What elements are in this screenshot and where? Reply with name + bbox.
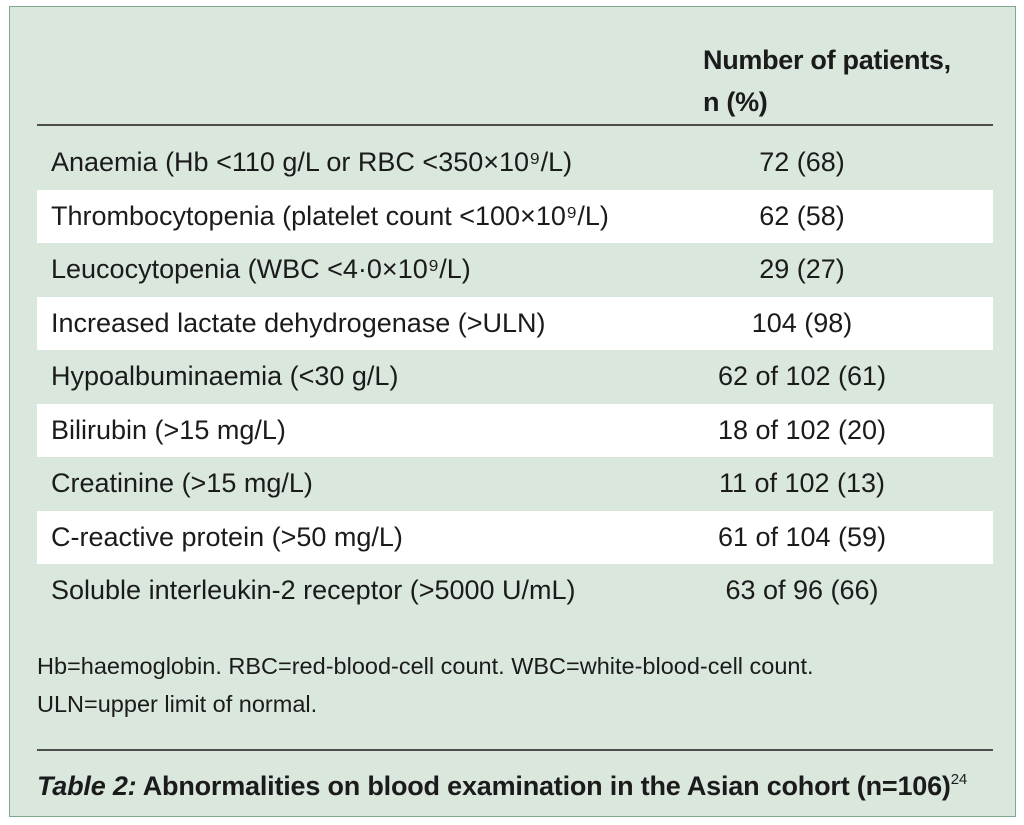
table-caption: Table 2: Abnormalities on blood examinat… [37, 760, 967, 806]
table-row: Bilirubin (>15 mg/L) 18 of 102 (20) [37, 403, 993, 457]
table-row: Soluble interleukin-2 receptor (>5000 U/… [37, 564, 993, 618]
table-row: Increased lactate dehydrogenase (>ULN) 1… [37, 296, 993, 350]
table-row: Hypoalbuminaemia (<30 g/L) 62 of 102 (61… [37, 350, 993, 404]
row-label: Soluble interleukin-2 receptor (>5000 U/… [51, 575, 576, 605]
table-row: Anaemia (Hb <110 g/L or RBC <350×10⁹/L) … [37, 136, 993, 190]
row-value: 61 of 104 (59) [717, 521, 887, 552]
row-value: 104 (98) [751, 307, 853, 338]
footnote-line1: Hb=haemoglobin. RBC=red-blood-cell count… [37, 653, 814, 679]
row-value: 18 of 102 (20) [717, 414, 887, 445]
row-value: 62 (58) [759, 200, 845, 231]
table-row: Creatinine (>15 mg/L) 11 of 102 (13) [37, 457, 993, 511]
row-label: Creatinine (>15 mg/L) [51, 468, 313, 498]
header-rule [37, 124, 993, 126]
table-row: Thrombocytopenia (platelet count <100×10… [37, 189, 993, 243]
column-header-line1: Number of patients, [703, 45, 951, 75]
table-body: Anaemia (Hb <110 g/L or RBC <350×10⁹/L) … [37, 136, 993, 618]
row-label: Bilirubin (>15 mg/L) [51, 414, 286, 445]
table-panel: Number of patients, n (%) Anaemia (Hb <1… [9, 6, 1016, 817]
column-header: Number of patients, n (%) [703, 39, 951, 123]
caption-reference: 24 [950, 771, 968, 788]
row-value: 29 (27) [759, 254, 845, 284]
row-label: Hypoalbuminaemia (<30 g/L) [51, 361, 399, 391]
footnote-line2: ULN=upper limit of normal. [37, 691, 318, 717]
row-label: Increased lactate dehydrogenase (>ULN) [51, 307, 546, 338]
table-label: Table 2: [37, 771, 137, 801]
row-label: Thrombocytopenia (platelet count <100×10… [51, 200, 609, 231]
column-header-line2: n (%) [703, 87, 768, 117]
caption-rule [37, 749, 993, 751]
row-label: Leucocytopenia (WBC <4·0×10⁹/L) [51, 254, 471, 284]
row-label: C-reactive protein (>50 mg/L) [51, 521, 403, 552]
table-row: Leucocytopenia (WBC <4·0×10⁹/L) 29 (27) [37, 243, 993, 297]
table-footnote: Hb=haemoglobin. RBC=red-blood-cell count… [37, 647, 987, 723]
row-value: 72 (68) [759, 147, 845, 177]
table-row: C-reactive protein (>50 mg/L) 61 of 104 … [37, 510, 993, 564]
row-value: 63 of 96 (66) [725, 575, 879, 605]
row-value: 11 of 102 (13) [718, 468, 886, 498]
caption-text: Abnormalities on blood examination in th… [136, 771, 951, 801]
row-value: 62 of 102 (61) [717, 361, 887, 391]
row-label: Anaemia (Hb <110 g/L or RBC <350×10⁹/L) [51, 147, 573, 177]
